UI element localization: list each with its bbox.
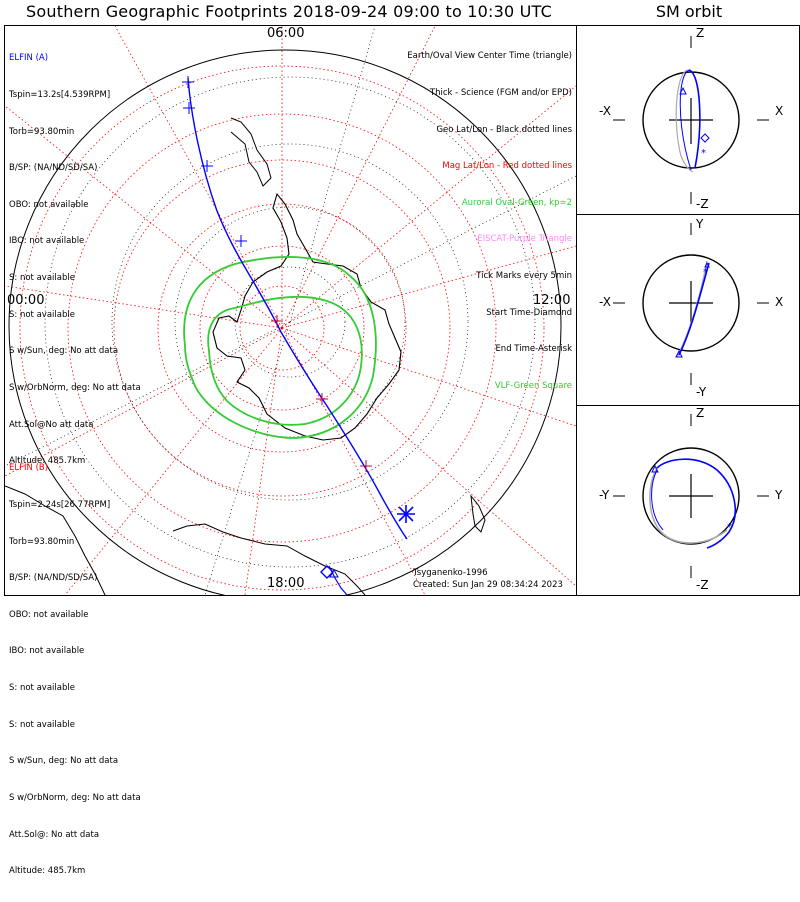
sm-xz-label-top: Z bbox=[696, 26, 705, 40]
elfin-b-line: IBO: not available bbox=[9, 646, 85, 657]
elfin-b-line: B/SP: (NA/ND/SD/SA) bbox=[9, 573, 98, 584]
sm-xz-label-bottom: -Z bbox=[696, 197, 709, 211]
start-time-diamond bbox=[320, 565, 334, 579]
legend-item: Mag Lat/Lon - Red dotted lines bbox=[442, 161, 572, 172]
end-time-asterisk bbox=[397, 505, 415, 523]
south-america-coastline bbox=[230, 117, 272, 187]
sm-yz-plot: * bbox=[613, 414, 769, 578]
polar-map bbox=[5, 26, 576, 595]
elfin-a-line: Torb=93.80min bbox=[9, 126, 75, 137]
created-label: Created: Sun Jan 29 08:34:24 2023 bbox=[413, 580, 563, 590]
elfin-a-track-lower bbox=[328, 565, 348, 595]
sm-yz-label-top: Z bbox=[696, 406, 705, 420]
page-title: Southern Geographic Footprints 2018-09-2… bbox=[26, 2, 552, 21]
map-legend: Earth/Oval View Center Time (triangle) T… bbox=[407, 26, 572, 417]
sm-xz-plot: * bbox=[613, 36, 769, 204]
legend-item: Geo Lat/Lon - Black dotted lines bbox=[436, 124, 572, 135]
elfin-b-line: Altitude: 485.7km bbox=[9, 866, 86, 877]
elfin-a-line: Att.Sol@No att data bbox=[9, 419, 94, 430]
view-center-triangle bbox=[329, 568, 339, 578]
elfin-b-line: Tspin=2.24s[26.77RPM] bbox=[9, 500, 111, 511]
elfin-b-line: S w/OrbNorm, deg: No att data bbox=[9, 792, 141, 803]
sm-xy-plot: * bbox=[613, 223, 769, 385]
svg-text:*: * bbox=[727, 522, 732, 533]
elfin-a-line: S: not available bbox=[9, 309, 75, 320]
time-label-top: 06:00 bbox=[267, 26, 305, 41]
legend-item: VLF-Green Square bbox=[494, 380, 572, 391]
time-label-right: 12:00 bbox=[533, 293, 571, 308]
elfin-b-line: S: not available bbox=[9, 719, 75, 730]
sm-xy-label-bottom: -Y bbox=[696, 385, 707, 399]
australia-coastline bbox=[172, 523, 366, 595]
model-label: Tsyganenko-1996 bbox=[413, 568, 488, 578]
legend-item: End Time-Asterisk bbox=[495, 344, 572, 355]
elfin-a-track bbox=[187, 77, 408, 540]
sm-xy-label-top: Y bbox=[696, 217, 704, 231]
elfin-a-line: B/SP: (NA/ND/SD/SA) bbox=[9, 163, 98, 174]
newzealand-coastline bbox=[470, 494, 486, 533]
sm-panel-xz: * Z -Z -X X bbox=[576, 25, 800, 215]
svg-text:*: * bbox=[701, 148, 706, 159]
elfin-a-line: OBO: not available bbox=[9, 199, 89, 210]
elfin-a-line: S w/OrbNorm, deg: No att data bbox=[9, 382, 141, 393]
legend-item: Earth/Oval View Center Time (triangle) bbox=[407, 51, 572, 62]
south-africa-coastline bbox=[5, 485, 106, 595]
footprint-map-panel: 06:00 00:00 12:00 18:00 ELFIN (A) Tspin=… bbox=[4, 25, 577, 876]
auroral-oval-outer bbox=[183, 256, 377, 439]
earth-horizon bbox=[8, 49, 562, 595]
sm-xz-label-left: -X bbox=[599, 104, 611, 118]
auroral-oval-inner bbox=[207, 295, 363, 426]
elfin-a-name: ELFIN (A) bbox=[9, 53, 49, 64]
elfin-b-line: S w/Sun, deg: No att data bbox=[9, 756, 119, 767]
geo-lon-lines bbox=[5, 26, 576, 595]
mag-lon-lines bbox=[5, 26, 576, 595]
elfin-a-info: ELFIN (A) Tspin=13.2s[4.539RPM] Torb=93.… bbox=[9, 28, 141, 492]
sm-panel-yz: * Z -Z -Y Y bbox=[576, 405, 800, 596]
elfin-a-line: IBO: not available bbox=[9, 236, 85, 247]
legend-item: EISCAT-Purple Triangle bbox=[477, 234, 572, 245]
elfin-b-name: ELFIN (B) bbox=[9, 463, 49, 474]
legend-item: Auroral Oval-Green, kp=2 bbox=[461, 197, 572, 208]
elfin-a-line: Altitude: 485.7km bbox=[9, 456, 86, 467]
time-label-bottom: 18:00 bbox=[267, 576, 305, 591]
sm-panel-xy: * Y -Y -X X bbox=[576, 214, 800, 406]
elfin-b-line: Att.Sol@: No att data bbox=[9, 829, 100, 840]
svg-text:*: * bbox=[703, 267, 708, 278]
elfin-b-ticks bbox=[271, 315, 372, 472]
elfin-a-line: S: not available bbox=[9, 273, 75, 284]
elfin-b-line: S: not available bbox=[9, 683, 75, 694]
sm-xy-label-right: X bbox=[775, 295, 784, 309]
elfin-b-info: ELFIN (B) Tspin=2.24s[26.77RPM] Torb=93.… bbox=[9, 438, 141, 902]
legend-item: Start Time-Diamond bbox=[486, 307, 572, 318]
sm-yz-label-left: -Y bbox=[599, 488, 610, 502]
elfin-a-line: Tspin=13.2s[4.539RPM] bbox=[9, 90, 111, 101]
elfin-b-line: Torb=93.80min bbox=[9, 536, 75, 547]
antarctica-coastline bbox=[212, 192, 402, 441]
sm-xy-label-left: -X bbox=[599, 295, 611, 309]
legend-item: Tick Marks every 5min bbox=[476, 271, 572, 282]
legend-item: Thick - Science (FGM and/or EPD) bbox=[429, 88, 572, 99]
sm-yz-label-bottom: -Z bbox=[696, 578, 709, 592]
sm-orbit-title: SM orbit bbox=[655, 2, 723, 21]
time-label-left: 00:00 bbox=[7, 293, 45, 308]
elfin-b-line: OBO: not available bbox=[9, 609, 89, 620]
elfin-a-line: S w/Sun, deg: No att data bbox=[9, 346, 119, 357]
sm-xz-label-right: X bbox=[775, 104, 784, 118]
elfin-a-ticks bbox=[182, 76, 247, 247]
sm-yz-label-right: Y bbox=[775, 488, 783, 502]
